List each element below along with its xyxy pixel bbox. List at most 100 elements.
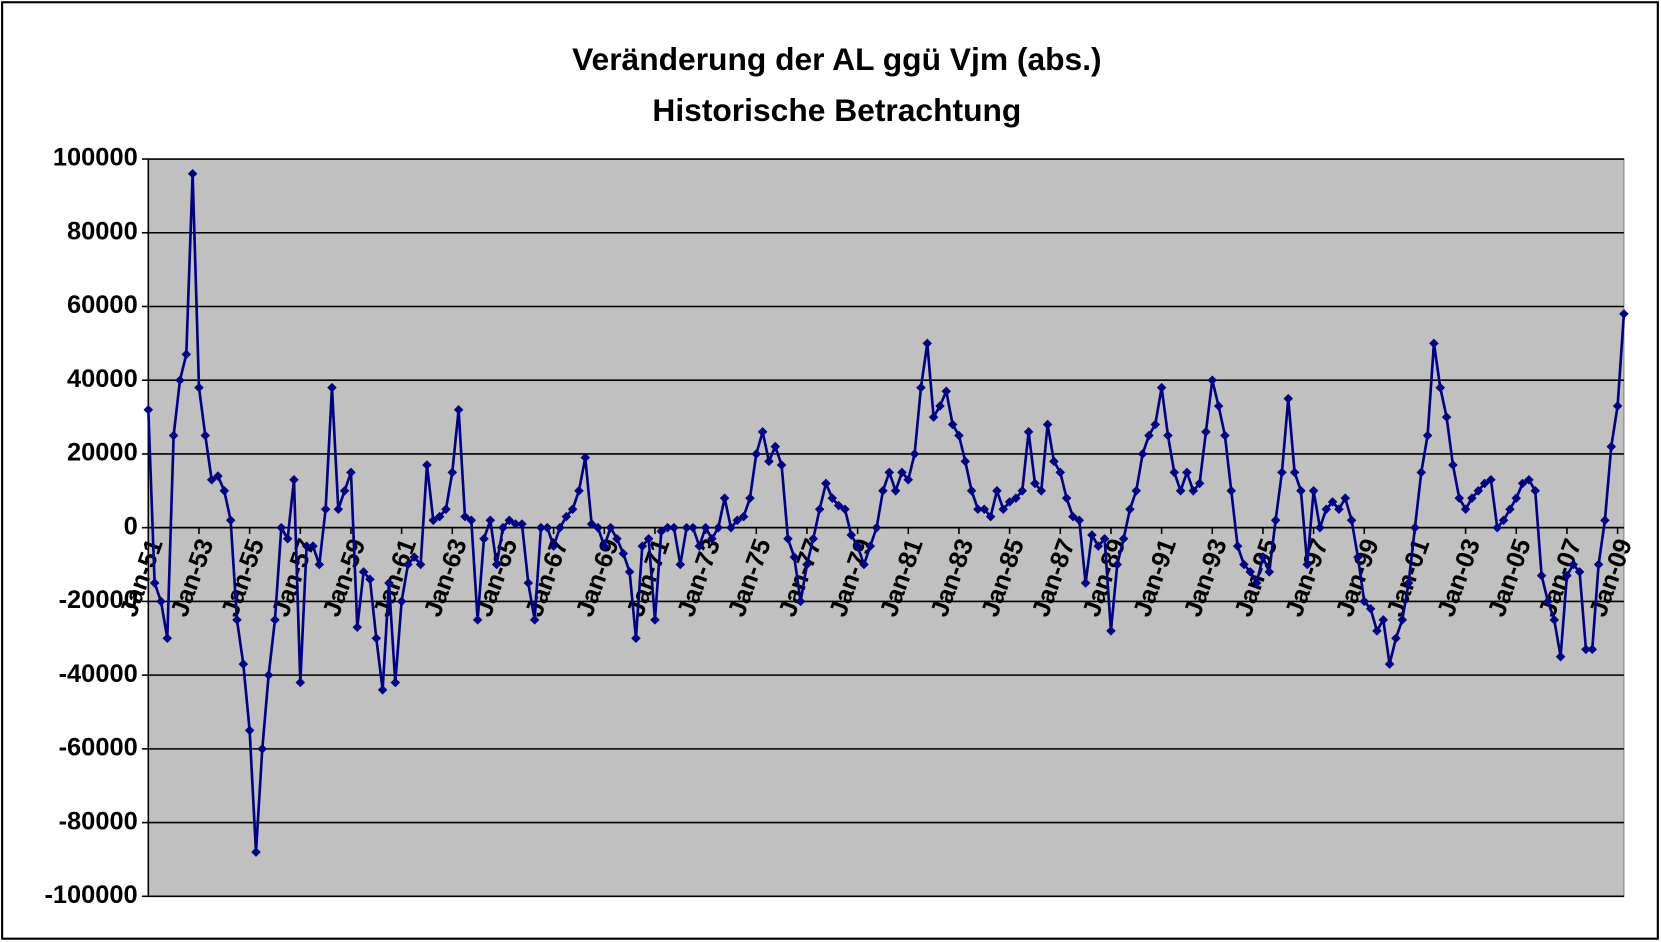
data-point bbox=[1144, 430, 1154, 441]
data-point bbox=[580, 452, 591, 463]
data-point bbox=[1011, 493, 1021, 503]
data-point bbox=[1416, 467, 1427, 478]
data-point bbox=[1486, 474, 1496, 485]
data-point bbox=[992, 486, 1002, 496]
data-point bbox=[447, 467, 458, 478]
data-point bbox=[377, 685, 388, 695]
y-tick-label: 20000 bbox=[67, 439, 138, 467]
data-point bbox=[1378, 615, 1389, 625]
data-point bbox=[954, 430, 964, 441]
data-point bbox=[289, 474, 299, 485]
data-point bbox=[897, 467, 907, 478]
data-point bbox=[1106, 626, 1116, 636]
data-point bbox=[1340, 493, 1351, 503]
data-point bbox=[1448, 460, 1458, 470]
data-point bbox=[453, 404, 464, 415]
data-point bbox=[352, 622, 363, 632]
data-point bbox=[1131, 486, 1142, 496]
data-point bbox=[1226, 486, 1237, 496]
data-point bbox=[567, 504, 578, 515]
data-point bbox=[181, 349, 192, 360]
data-point bbox=[1055, 467, 1066, 478]
data-point bbox=[1454, 493, 1465, 503]
y-tick-label: 100000 bbox=[53, 144, 138, 172]
data-point bbox=[327, 382, 337, 393]
data-point bbox=[232, 615, 242, 625]
data-point bbox=[270, 615, 280, 625]
data-point bbox=[213, 471, 223, 481]
data-point bbox=[422, 460, 432, 470]
data-point bbox=[1422, 430, 1433, 441]
data-point bbox=[346, 467, 356, 478]
data-point bbox=[1080, 578, 1091, 588]
data-point bbox=[1137, 449, 1148, 459]
data-point bbox=[1473, 486, 1484, 496]
data-point bbox=[390, 677, 401, 688]
data-point bbox=[162, 633, 173, 644]
data-point bbox=[1264, 567, 1275, 577]
data-point bbox=[187, 169, 198, 179]
data-point bbox=[339, 486, 350, 496]
data-point bbox=[238, 659, 249, 669]
data-point bbox=[1258, 552, 1268, 562]
data-point bbox=[1023, 427, 1034, 437]
data-point bbox=[624, 567, 635, 577]
data-point bbox=[1036, 486, 1047, 496]
data-point bbox=[1017, 486, 1028, 496]
y-tick-label: 0 bbox=[124, 512, 138, 540]
data-point bbox=[1175, 486, 1186, 496]
data-point bbox=[472, 615, 483, 625]
data-point bbox=[1460, 504, 1471, 515]
data-point bbox=[219, 486, 230, 496]
chart-title: Veränderung der AL ggü Vjm (abs.) bbox=[572, 41, 1102, 77]
data-point bbox=[320, 504, 331, 515]
data-point bbox=[333, 504, 344, 515]
data-point bbox=[1365, 604, 1376, 614]
data-point bbox=[1188, 486, 1199, 496]
data-point bbox=[884, 467, 895, 478]
data-point bbox=[1619, 309, 1629, 319]
data-point bbox=[358, 567, 369, 577]
data-point bbox=[1372, 626, 1382, 636]
y-tick-label: -60000 bbox=[59, 734, 138, 762]
chart-subtitle: Historische Betrachtung bbox=[652, 92, 1021, 128]
data-point bbox=[1581, 644, 1591, 655]
y-tick-label: -100000 bbox=[44, 881, 137, 909]
data-point bbox=[757, 427, 768, 437]
data-point bbox=[998, 504, 1009, 515]
data-point bbox=[903, 474, 914, 485]
data-point bbox=[966, 486, 977, 496]
data-point bbox=[916, 382, 926, 393]
data-point bbox=[1251, 578, 1262, 588]
data-point bbox=[745, 493, 755, 503]
data-point bbox=[586, 519, 597, 529]
data-point bbox=[1182, 467, 1192, 478]
data-point bbox=[1327, 497, 1338, 507]
data-point bbox=[1289, 467, 1300, 478]
data-point bbox=[973, 504, 983, 515]
data-point bbox=[441, 504, 451, 515]
data-point bbox=[149, 578, 160, 588]
data-point bbox=[1606, 441, 1617, 452]
data-point bbox=[833, 500, 844, 511]
data-point bbox=[1169, 467, 1180, 478]
data-point bbox=[384, 578, 394, 588]
data-point bbox=[1296, 486, 1306, 496]
data-point bbox=[263, 670, 274, 680]
y-tick-label: 60000 bbox=[67, 291, 138, 319]
data-point bbox=[194, 382, 204, 393]
y-tick-label: -80000 bbox=[59, 807, 138, 835]
data-point bbox=[878, 486, 888, 496]
data-point bbox=[1530, 486, 1541, 496]
data-point bbox=[776, 460, 787, 470]
data-point bbox=[295, 677, 306, 688]
data-point bbox=[200, 430, 211, 441]
data-point bbox=[168, 430, 179, 441]
data-point bbox=[814, 504, 825, 515]
data-point bbox=[175, 375, 185, 385]
y-tick-label: 80000 bbox=[67, 217, 138, 245]
data-point bbox=[1004, 497, 1015, 507]
data-point bbox=[409, 552, 420, 562]
